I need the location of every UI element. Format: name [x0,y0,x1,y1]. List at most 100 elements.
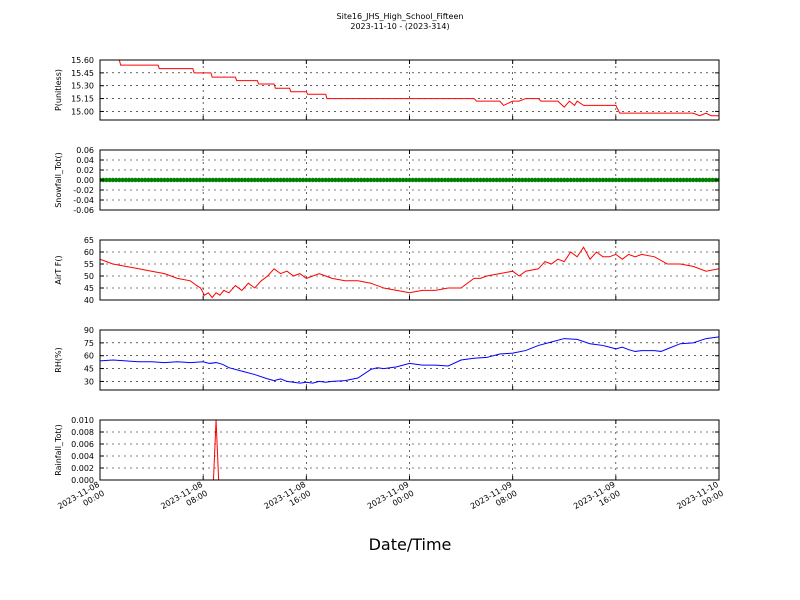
data-point [674,177,680,183]
data-point [213,177,219,183]
data-point [549,177,554,183]
y-tick-label: 0.002 [71,464,94,473]
data-point [684,177,689,183]
data-point [620,177,625,183]
data-point [323,177,328,183]
data-point [636,177,641,183]
data-point [571,177,577,183]
data-point [384,177,390,183]
data-point [458,177,464,183]
data-point [626,177,631,183]
x-tick-label: 2023-11-0800:00 [56,480,106,520]
data-point [697,177,702,183]
y-tick-label: 0.06 [76,146,94,155]
y-axis-label: AirT F() [54,255,63,284]
data-point [365,177,370,183]
data-point [555,177,561,183]
y-tick-label: 40 [84,296,94,305]
y-tick-label: 45 [84,365,94,374]
data-point [552,177,557,183]
y-tick-label: 90 [84,326,94,335]
data-point [607,177,612,183]
data-point [300,177,306,183]
data-point [200,177,206,183]
data-point [510,177,515,183]
data-point [539,177,544,183]
data-point [491,177,496,183]
data-point [223,177,228,183]
data-point [420,177,425,183]
data-point [661,177,667,183]
data-point [355,177,361,183]
data-point [629,177,635,183]
data-point [603,177,609,183]
data-point [162,177,167,183]
data-point [262,177,267,183]
data-point [184,177,190,183]
data-point [410,177,415,183]
x-tick-label: 2023-11-0900:00 [366,480,416,520]
data-point [329,177,335,183]
data-point [191,177,196,183]
data-point [207,177,212,183]
data-point [346,177,351,183]
data-point [504,177,509,183]
data-point [255,177,261,183]
subplot-1: 15.60 15.45 15.30 15.15 15.00 P(unitless) [54,56,720,121]
data-point [278,177,283,183]
subplot-panels: 15.60 15.45 15.30 15.15 15.00 P(unitless) 0.06… [54,56,720,485]
data-point [284,177,290,183]
x-tick-label: 2023-11-0908:00 [469,480,519,520]
data-point [271,177,277,183]
y-tick-label: 0.00 [76,176,94,185]
y-tick-label: 15.60 [71,56,94,65]
data-point [423,177,428,183]
y-tick-label: 55 [84,260,94,269]
data-point [671,177,677,183]
subplot-2: 0.060.040.020.00-0.02-0.04-0.06 Snowfall_… [54,146,720,215]
data-point [507,177,512,183]
data-point [310,177,315,183]
y-tick-label: 0.004 [71,452,94,461]
y-tick-label: 15.15 [71,95,94,104]
data-point [574,177,580,183]
y-axis-label: Snowfall_Tot() [54,152,63,208]
y-tick-label: -0.02 [73,186,94,195]
data-point [391,177,396,183]
data-point [478,177,483,183]
data-point [349,177,354,183]
data-point [536,177,541,183]
data-point [136,177,141,183]
data-point [710,177,715,183]
y-tick-label: 0.04 [76,156,94,165]
data-point [249,177,254,183]
data-point [494,177,499,183]
data-point [342,177,348,183]
data-point [652,177,657,183]
data-point [668,177,673,183]
data-point [632,177,638,183]
data-point [429,177,435,183]
data-point [226,177,232,183]
data-point [545,177,551,183]
y-axis-label: P(unitless) [54,69,63,111]
y-tick-label: 0.02 [76,166,94,175]
data-point [700,177,706,183]
data-point [516,177,522,183]
data-point [578,177,583,183]
data-point [210,177,216,183]
y-tick-label: 0.010 [71,416,94,425]
data-point [523,177,528,183]
data-point [529,177,535,183]
y-tick-label: 15.45 [71,69,94,78]
data-point [362,177,367,183]
data-point [110,177,116,183]
data-point [197,177,203,183]
data-point [581,177,586,183]
data-point [220,177,225,183]
data-point [358,177,364,183]
data-point [178,177,183,183]
data-point [165,177,170,183]
data-point [665,177,670,183]
data-point [368,177,374,183]
